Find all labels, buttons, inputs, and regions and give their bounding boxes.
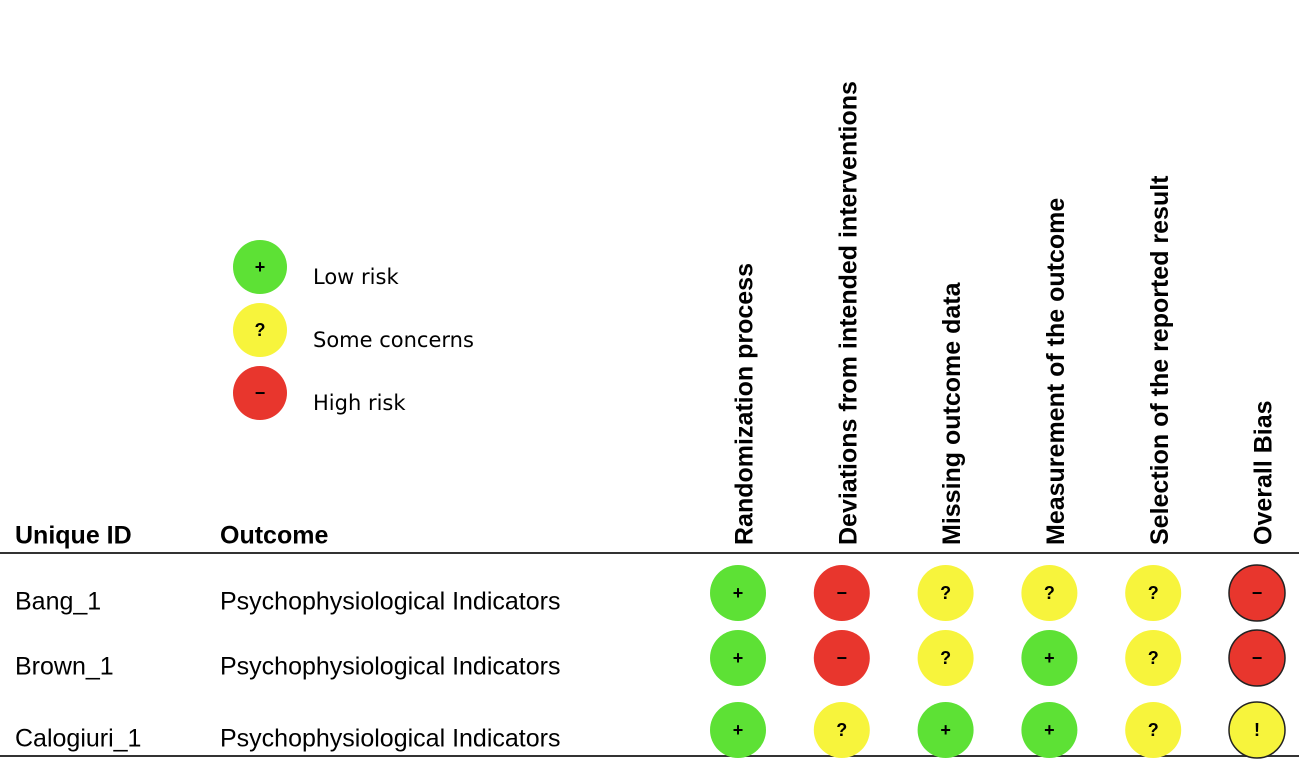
judgment-symbol: + [940, 720, 951, 740]
judgment-circle [813, 630, 870, 686]
judgment-circle [813, 565, 870, 621]
row-id: Bang_1 [15, 588, 101, 616]
judgment-circle [917, 702, 974, 758]
judgment-symbol: + [733, 648, 744, 668]
column-header: Unique ID [15, 522, 132, 550]
judgment-symbol: ! [1254, 720, 1260, 740]
domain-header: Deviations from intended interventions [834, 81, 862, 545]
judgment-circle [233, 240, 287, 294]
domain-header: Measurement of the outcome [1042, 198, 1070, 545]
judgment-circle [1125, 630, 1182, 686]
row-outcome: Psychophysiological Indicators [220, 653, 560, 681]
judgment-symbol: ? [940, 648, 951, 668]
judgment-circle [1125, 565, 1182, 621]
domain-header: Missing outcome data [938, 281, 966, 545]
judgment-circle [710, 565, 766, 621]
judgment-symbol: − [1252, 648, 1263, 668]
legend-label: Some concerns [313, 328, 474, 352]
judgment-symbol: − [255, 383, 266, 403]
judgment-circle [233, 366, 287, 420]
judgment-symbol: + [1044, 720, 1055, 740]
judgment-symbol: ? [1044, 583, 1055, 603]
judgment-symbol: − [1252, 583, 1263, 603]
judgment-symbol: + [1044, 648, 1055, 668]
judgment-circle [1228, 701, 1286, 759]
judgment-circle [917, 565, 974, 621]
row-id: Calogiuri_1 [15, 725, 141, 753]
domain-header: Randomization process [731, 263, 759, 545]
judgment-symbol: + [733, 583, 744, 603]
judgment-symbol: − [837, 648, 848, 668]
judgment-symbol: ? [836, 720, 847, 740]
judgment-symbol: ? [255, 320, 266, 340]
domain-header: Overall Bias [1250, 400, 1278, 545]
legend-label: High risk [313, 391, 406, 415]
judgment-symbol: + [733, 720, 744, 740]
legend-label: Low risk [313, 265, 399, 289]
judgment-symbol: ? [940, 583, 951, 603]
row-outcome: Psychophysiological Indicators [220, 588, 560, 616]
judgment-circle [710, 630, 766, 686]
judgment-circle [1125, 702, 1182, 758]
judgment-circle [1021, 630, 1078, 686]
column-header: Outcome [220, 522, 328, 550]
judgment-circle [917, 630, 974, 686]
domain-header: Selection of the reported result [1146, 175, 1174, 545]
judgment-symbol: ? [1148, 648, 1159, 668]
judgment-symbol: ? [1148, 720, 1159, 740]
judgment-symbol: − [837, 583, 848, 603]
judgment-circle [710, 702, 766, 758]
judgment-circle [1021, 565, 1078, 621]
judgment-circle [1021, 702, 1078, 758]
judgment-symbol: ? [1148, 583, 1159, 603]
judgment-symbol: + [255, 257, 266, 277]
judgment-circle [1228, 564, 1286, 622]
row-id: Brown_1 [15, 653, 114, 681]
judgment-circle [1228, 629, 1286, 687]
judgment-circle [233, 303, 287, 357]
judgment-circle [813, 702, 870, 758]
row-outcome: Psychophysiological Indicators [220, 725, 560, 753]
